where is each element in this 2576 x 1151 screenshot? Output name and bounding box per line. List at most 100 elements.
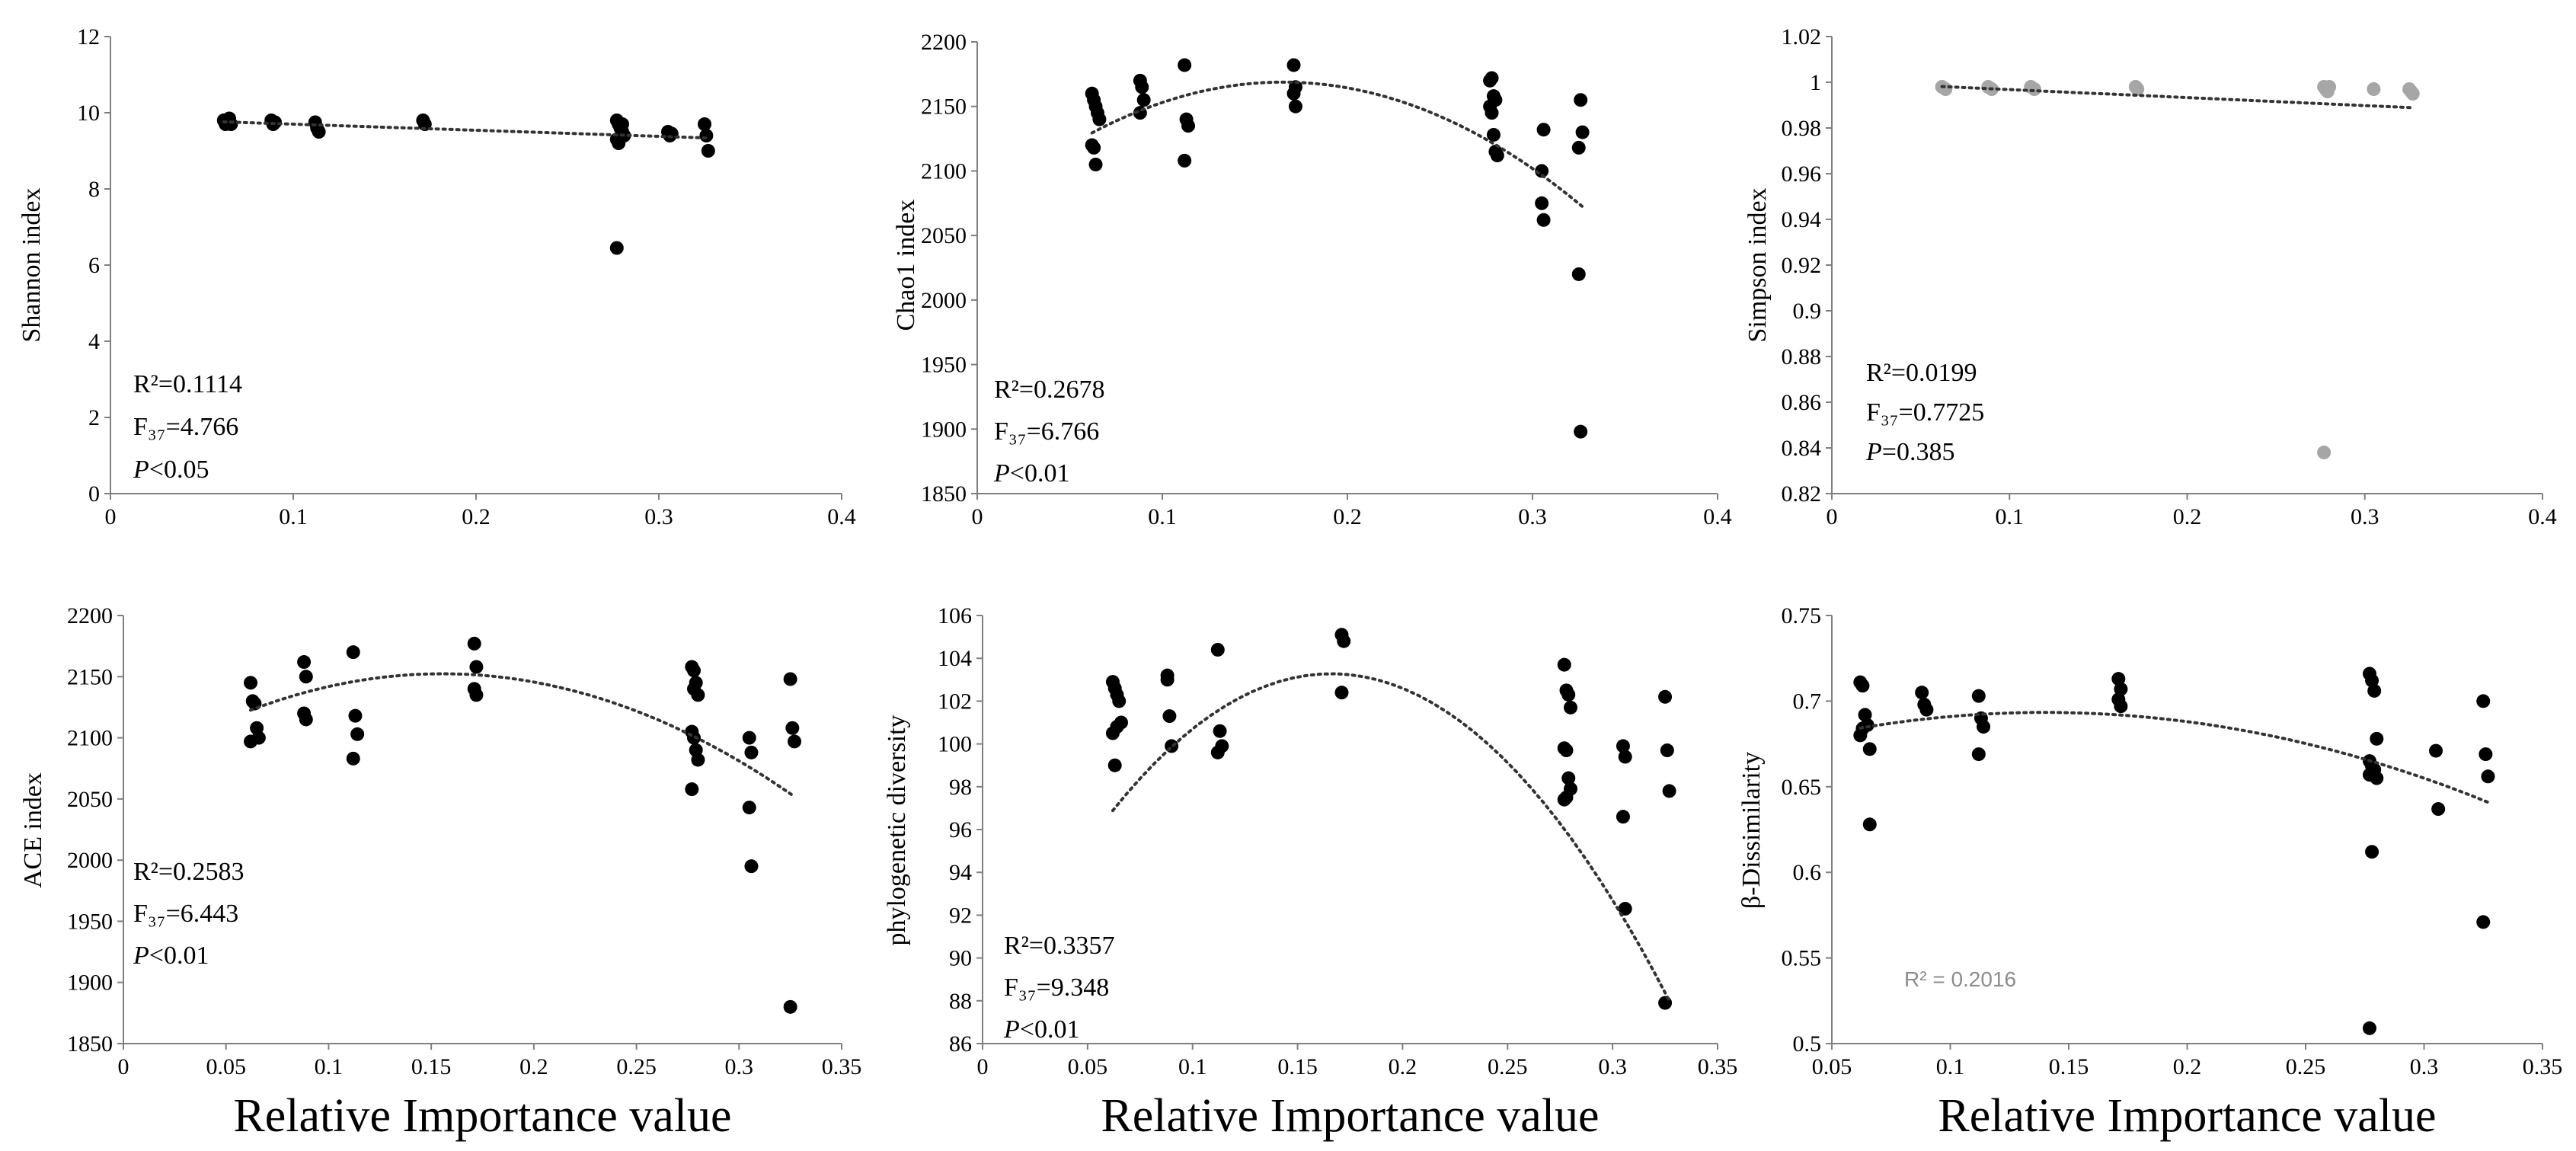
x-tick-label: 0.1 xyxy=(1936,1054,1965,1079)
y-tick-label: 1900 xyxy=(67,970,113,996)
y-tick-label: 2200 xyxy=(921,30,967,55)
x-tick-label: 0.3 xyxy=(644,504,673,529)
data-point xyxy=(1919,702,1934,717)
trendline xyxy=(222,120,710,140)
y-tick-label: 0.92 xyxy=(1782,253,1822,278)
data-point xyxy=(615,117,629,131)
stats-annotation: R²=0.1114 F₃₇=4.766 P<0.05 xyxy=(133,370,242,484)
data-point xyxy=(350,727,365,741)
y-tick-label: 10 xyxy=(77,101,100,126)
data-point xyxy=(2114,682,2128,696)
y-tick-label: 1850 xyxy=(67,1031,113,1057)
data-point xyxy=(268,115,282,129)
p-value-label: P<0.01 xyxy=(1003,1015,1079,1044)
data-point xyxy=(1971,747,1986,762)
p-symbol: P xyxy=(993,459,1010,488)
data-point xyxy=(346,751,360,766)
data-point xyxy=(742,731,756,745)
trendline xyxy=(1940,85,2415,110)
data-point xyxy=(1092,112,1107,126)
y-tick-label: 0.55 xyxy=(1782,946,1822,971)
x-tick-label: 0.05 xyxy=(1068,1054,1108,1079)
data-point xyxy=(1210,642,1225,657)
data-point xyxy=(1210,745,1225,759)
data-point xyxy=(299,670,313,684)
x-tick-label: 0.3 xyxy=(1518,504,1547,529)
x-tick-label: 0.15 xyxy=(411,1054,452,1079)
y-tick-label: 96 xyxy=(949,817,972,842)
x-tick-label: 0.1 xyxy=(1148,504,1177,529)
data-point xyxy=(1855,679,1870,693)
r-squared-label: R² = 0.2016 xyxy=(1904,967,2016,991)
x-tick-label: 0.25 xyxy=(2286,1054,2326,1079)
data-point xyxy=(2479,747,2493,762)
data-point xyxy=(1862,742,1877,756)
p-symbol: P xyxy=(133,942,149,970)
data-point xyxy=(244,676,258,690)
y-tick-label: 2050 xyxy=(67,787,113,812)
y-tick-label: 94 xyxy=(949,860,972,885)
y-tick-label: 1 xyxy=(1810,70,1821,95)
r-squared-label: R²=0.3357 xyxy=(1004,932,1115,960)
data-point xyxy=(2429,743,2443,758)
y-tick-label: 8 xyxy=(88,177,100,202)
data-point xyxy=(1658,996,1673,1010)
y-tick-label: 6 xyxy=(88,253,100,278)
x-tick-label: 0.2 xyxy=(1333,504,1362,529)
x-axis-label: Relative Importance value xyxy=(1101,1090,1599,1142)
data-point xyxy=(1559,790,1574,804)
x-tick-label: 0.4 xyxy=(2528,504,2557,529)
data-point xyxy=(1112,694,1127,708)
x-tick-label: 0.4 xyxy=(1703,504,1732,529)
data-point xyxy=(1110,720,1124,734)
data-point xyxy=(1337,634,1351,648)
data-point xyxy=(1658,689,1673,704)
x-tick-label: 0 xyxy=(972,504,983,529)
data-point xyxy=(2322,80,2337,94)
f-stat-label: F₃₇=6.443 xyxy=(133,900,238,928)
data-point xyxy=(2365,673,2379,688)
data-point xyxy=(1862,817,1877,832)
data-point xyxy=(1286,86,1301,101)
x-tick-label: 0.05 xyxy=(206,1054,246,1079)
y-tick-label: 0.98 xyxy=(1782,116,1822,141)
data-point xyxy=(1165,739,1179,753)
data-point xyxy=(2367,683,2382,698)
data-point xyxy=(1162,709,1177,724)
data-point xyxy=(612,136,626,150)
x-tick-label: 0.35 xyxy=(822,1054,862,1079)
y-tick-label: 0.5 xyxy=(1793,1031,1822,1057)
data-point xyxy=(698,117,711,131)
data-point xyxy=(312,125,326,139)
y-tick-label: 1.02 xyxy=(1782,24,1822,50)
x-tick-label: 0.35 xyxy=(2523,1054,2563,1079)
data-point xyxy=(1136,93,1151,107)
data-point xyxy=(2130,82,2145,96)
stats-annotation: R² = 0.2016 xyxy=(1904,967,2016,991)
simpson-index-panel: 0 0.1 0.2 0.3 0.4 0.82 0.84 0.86 0.88 0.9 0.92 0.94… xyxy=(1743,24,2557,529)
data-point xyxy=(1858,708,1872,722)
x-tick-label: 0.15 xyxy=(1277,1054,1318,1079)
data-point xyxy=(346,645,360,660)
p-symbol: P xyxy=(133,456,149,484)
beta-dissimilarity-panel: 0.05 0.1 0.15 0.2 0.25 0.3 0.35 0.5 0.55 0.6 0.65 0… xyxy=(1737,603,2562,1142)
data-point xyxy=(1486,127,1501,142)
data-point xyxy=(742,801,756,815)
data-point xyxy=(1334,686,1349,700)
data-point xyxy=(1178,153,1192,168)
data-point xyxy=(2370,731,2384,746)
y-tick-label: 0.7 xyxy=(1793,689,1822,714)
data-point xyxy=(1915,686,1929,700)
data-point xyxy=(1564,700,1577,715)
x-tick-label: 0.3 xyxy=(1598,1054,1627,1079)
y-tick-label: 1950 xyxy=(921,353,967,378)
x-tick-label: 0.2 xyxy=(2173,1054,2202,1079)
data-point xyxy=(1088,157,1103,171)
p-value: =0.385 xyxy=(1882,438,1955,466)
r-squared-label: R²=0.2583 xyxy=(133,858,244,886)
data-point xyxy=(1107,758,1122,772)
x-tick-label: 0 xyxy=(1827,504,1838,529)
data-point xyxy=(1213,724,1227,738)
data-point xyxy=(1938,82,1953,96)
y-tick-label: 4 xyxy=(88,329,100,354)
